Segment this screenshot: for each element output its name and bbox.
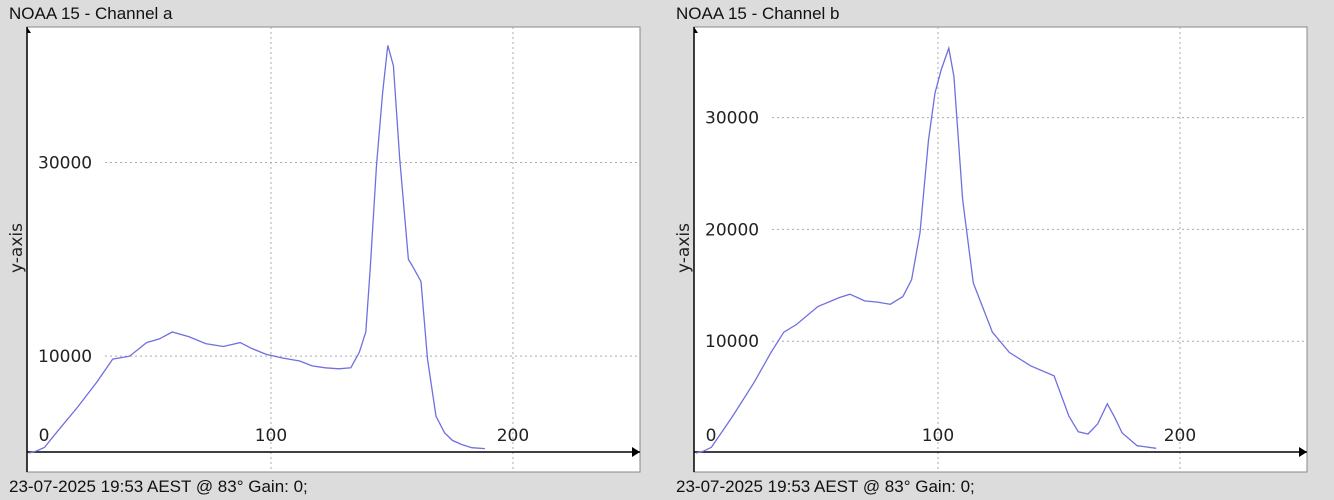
- chart-footer-status: 23-07-2025 19:53 AEST @ 83° Gain: 0;: [676, 477, 975, 496]
- x-tick-label: 100: [255, 426, 287, 446]
- chart-title: NOAA 15 - Channel a: [9, 4, 173, 23]
- series-line: [695, 45, 1157, 454]
- x-tick-label: 200: [497, 426, 529, 446]
- chart-panel-channel-a: NOAA 15 - Channel a 0 100 200 10000 30000 y-a…: [7, 4, 641, 496]
- plot-area: [26, 26, 641, 473]
- chart-plot: 0 100 200 10000 30000 y-axis: [7, 26, 641, 473]
- y-axis-arrow-icon: [27, 27, 31, 33]
- chart-panel-channel-b: NOAA 15 - Channel b 0 100 200 10000 20000 300…: [667, 0, 1334, 500]
- y-axis-arrow-icon: [694, 27, 698, 33]
- x-tick-label: 0: [706, 426, 717, 446]
- chart-title: NOAA 15 - Channel b: [676, 4, 840, 23]
- x-tick-label: 100: [922, 426, 954, 446]
- y-tick-label: 30000: [705, 109, 759, 129]
- y-axis-label: y-axis: [7, 223, 27, 273]
- x-tick-label: 200: [1164, 426, 1196, 446]
- y-tick-label: 10000: [705, 332, 759, 352]
- series-line: [28, 45, 485, 454]
- x-axis-arrow-icon: [1299, 447, 1307, 457]
- plot-area: [693, 26, 1308, 473]
- y-tick-label: 20000: [705, 220, 759, 240]
- y-axis-label: y-axis: [674, 223, 694, 273]
- x-tick-label: 0: [39, 426, 50, 446]
- y-tick-label: 30000: [38, 154, 92, 174]
- chart-plot: 0 100 200 10000 20000 30000 y-axis: [674, 26, 1308, 473]
- chart-footer-status: 23-07-2025 19:53 AEST @ 83° Gain: 0;: [9, 477, 308, 496]
- y-tick-label: 10000: [38, 347, 92, 367]
- x-axis-arrow-icon: [632, 447, 640, 457]
